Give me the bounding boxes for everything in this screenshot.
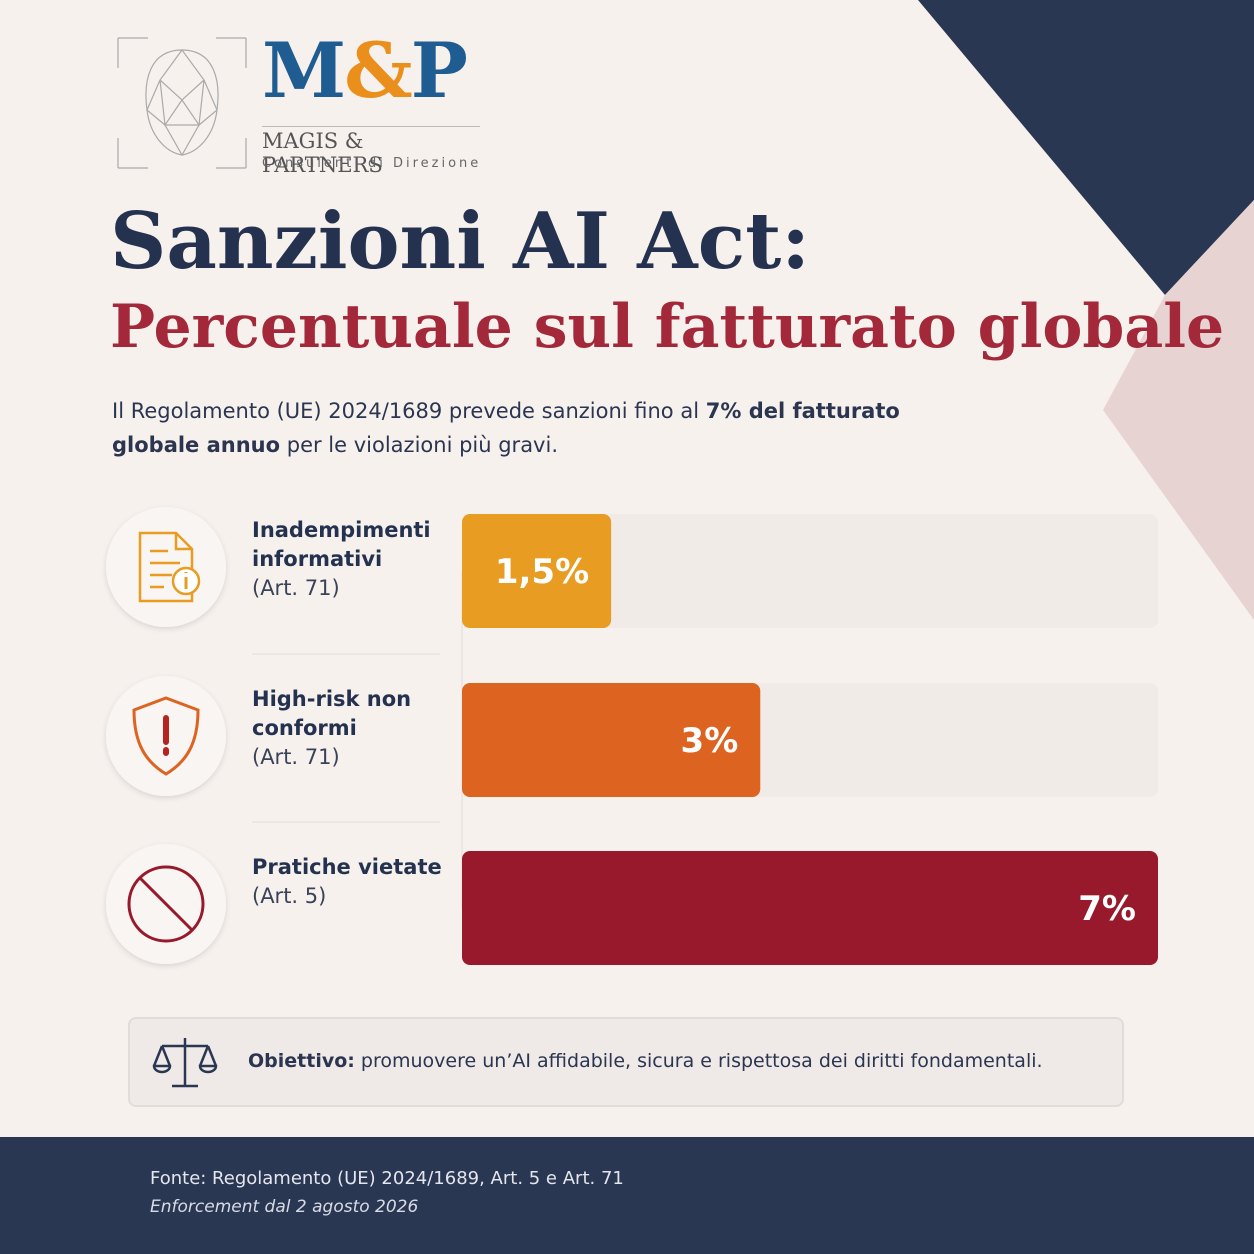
icon bbox=[106, 844, 226, 964]
icon bbox=[106, 676, 226, 796]
logo-letter: M bbox=[262, 26, 346, 115]
intro-text: per le violazioni più gravi. bbox=[286, 433, 558, 457]
intro-bold: 7% del fatturato globale annuo bbox=[112, 399, 900, 457]
source: Fonte: Regolamento (UE) 2024/1689, Art. … bbox=[150, 1168, 624, 1189]
bar bbox=[462, 851, 1158, 965]
value-label: 3% bbox=[681, 721, 739, 761]
value-label: 7% bbox=[1078, 889, 1136, 929]
category-article: (Art. 71) bbox=[252, 745, 340, 769]
title: Sanzioni AI Act: bbox=[110, 196, 811, 287]
note-body: promuovere un’AI affidabile, sicura e ri… bbox=[360, 1050, 1043, 1072]
category-name: Pratiche vietate bbox=[252, 855, 442, 879]
category-name: Inadempimenti informativi bbox=[252, 518, 431, 571]
category-label: Inadempimenti informativi (Art. 71) bbox=[252, 516, 442, 603]
icon-circle bbox=[106, 507, 226, 627]
logo-letter: P bbox=[410, 26, 468, 115]
chart: 1,5% 3% 7% bbox=[106, 507, 1158, 965]
logo-name: MAGIS & PARTNERS bbox=[262, 126, 480, 177]
footer bbox=[0, 1137, 1254, 1254]
value-label: 1,5% bbox=[495, 552, 589, 592]
shield-icon bbox=[132, 696, 200, 776]
ban-icon bbox=[127, 865, 205, 943]
icon bbox=[106, 507, 226, 627]
ban-slash bbox=[138, 876, 194, 932]
logo-ampersand: & bbox=[344, 26, 413, 115]
enforcement: Enforcement dal 2 agosto 2026 bbox=[150, 1197, 419, 1217]
intro-text: Il Regolamento (UE) 2024/1689 prevede sa… bbox=[112, 399, 700, 423]
bar-track bbox=[462, 514, 1158, 628]
note-label: Obiettivo: bbox=[248, 1050, 355, 1072]
category-name: High-risk non conformi bbox=[252, 687, 412, 740]
category-article: (Art. 71) bbox=[252, 576, 340, 600]
note-box bbox=[128, 1017, 1124, 1107]
logo-tagline: Consulenti di Direzione bbox=[262, 156, 482, 171]
subtitle: Percentuale sul fatturato globale bbox=[110, 292, 1225, 362]
note-text: Obiettivo: promuovere un’AI affidabile, … bbox=[248, 1050, 1043, 1072]
bar bbox=[462, 683, 761, 797]
category-label: High-risk non conformi (Art. 71) bbox=[252, 685, 442, 772]
navy-triangle bbox=[918, 0, 1254, 295]
scale-icon bbox=[152, 1038, 218, 1088]
category-label: Pratiche vietate (Art. 5) bbox=[252, 853, 442, 911]
intro: Il Regolamento (UE) 2024/1689 prevede sa… bbox=[112, 394, 972, 462]
bar bbox=[462, 514, 612, 628]
logo-mark: M&P bbox=[262, 26, 468, 115]
pink-shape bbox=[1103, 200, 1254, 620]
logo-face bbox=[117, 37, 247, 169]
category-article: (Art. 5) bbox=[252, 884, 327, 908]
